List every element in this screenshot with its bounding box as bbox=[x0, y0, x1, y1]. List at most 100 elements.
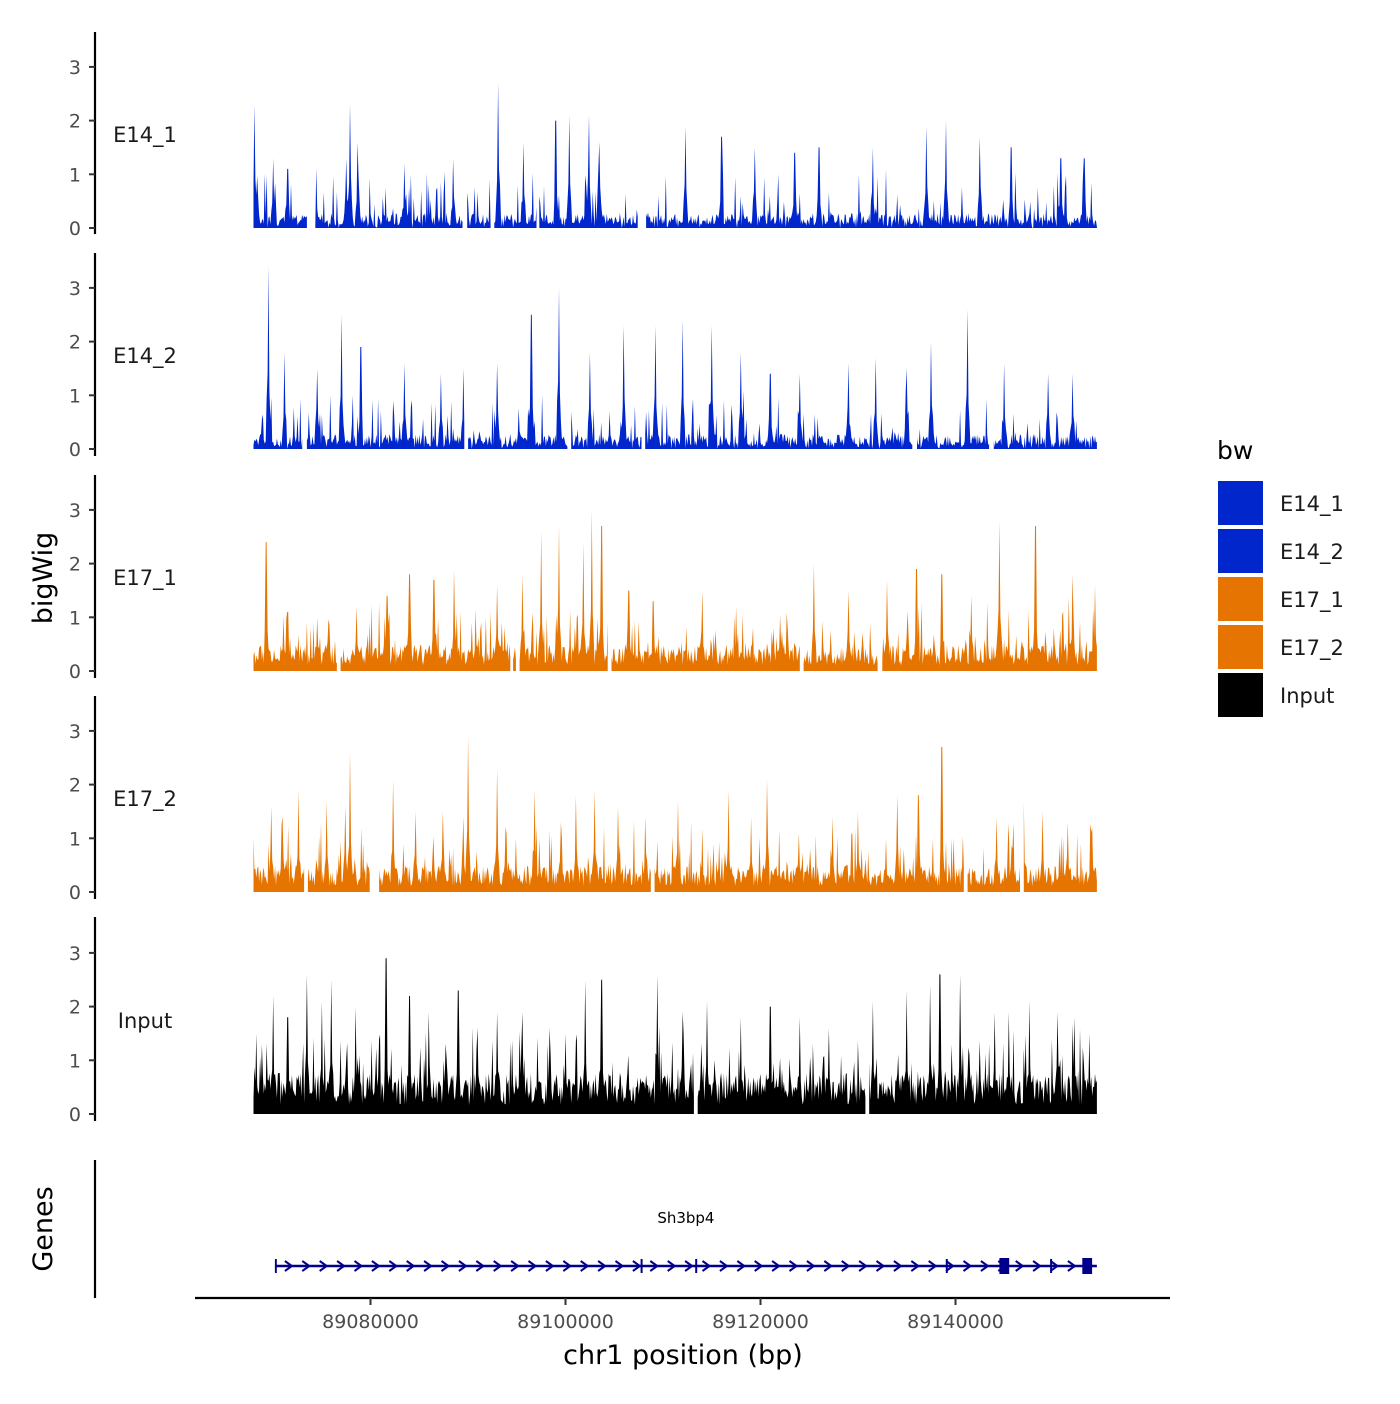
gene-exon bbox=[640, 1259, 643, 1273]
strand-arrow bbox=[736, 1260, 747, 1272]
strand-arrow bbox=[649, 1260, 660, 1272]
y-tick-group: 0 1 2 3 bbox=[69, 500, 95, 683]
y-tick-group: 0 1 2 3 bbox=[69, 943, 95, 1126]
gene-model-sh3bp4 bbox=[274, 1258, 1097, 1274]
coverage-segment bbox=[917, 309, 990, 449]
coverage-segment bbox=[315, 104, 463, 228]
y-tick-label: 0 bbox=[69, 661, 81, 683]
coverage-segment bbox=[379, 736, 651, 892]
strand-arrow bbox=[388, 1260, 399, 1272]
strand-arrow bbox=[667, 1260, 677, 1272]
gene-exon bbox=[1082, 1258, 1093, 1274]
legend-title: bw bbox=[1217, 436, 1253, 465]
coverage-segment bbox=[645, 320, 913, 449]
strand-arrow bbox=[841, 1260, 851, 1272]
strand-arrow bbox=[910, 1260, 921, 1272]
gene-exon bbox=[695, 1259, 698, 1273]
strand-arrow bbox=[580, 1260, 590, 1272]
coverage-area-e17-2 bbox=[253, 736, 1097, 892]
strand-arrow bbox=[545, 1260, 555, 1272]
y-tick-label: 3 bbox=[69, 721, 81, 743]
coverage-segment bbox=[253, 104, 307, 228]
strand-arrow bbox=[1015, 1260, 1025, 1272]
y-tick-label: 1 bbox=[69, 607, 81, 629]
coverage-segment bbox=[468, 287, 568, 449]
gene-exon bbox=[1050, 1259, 1053, 1273]
y-tick-label: 3 bbox=[69, 57, 81, 79]
coverage-segment bbox=[253, 790, 305, 892]
strand-arrow bbox=[962, 1260, 973, 1272]
legend-label: E14_2 bbox=[1280, 540, 1344, 565]
legend-label: E17_1 bbox=[1280, 588, 1344, 613]
strand-arrow bbox=[510, 1260, 520, 1272]
strand-arrow bbox=[597, 1260, 607, 1272]
strand-arrow bbox=[858, 1260, 868, 1272]
coverage-segment bbox=[646, 120, 1097, 228]
track-label-e17-1: E17_1 bbox=[113, 566, 177, 591]
strand-arrow bbox=[928, 1260, 938, 1272]
legend-swatch bbox=[1218, 529, 1263, 573]
strand-arrow bbox=[353, 1260, 364, 1272]
coverage-segment bbox=[467, 179, 491, 228]
strand-arrow bbox=[893, 1260, 903, 1272]
strand-arrow bbox=[475, 1260, 486, 1272]
strand-arrow bbox=[458, 1260, 468, 1272]
strand-arrow bbox=[1049, 1260, 1060, 1272]
coverage-segment bbox=[803, 563, 878, 671]
genes-axis-title: Genes bbox=[28, 1186, 59, 1271]
coverage-segment bbox=[869, 974, 1097, 1114]
y-tick-label: 0 bbox=[69, 882, 81, 904]
track-label-e14-2: E14_2 bbox=[113, 344, 177, 369]
track-label-e17-2: E17_2 bbox=[113, 787, 177, 812]
strand-arrow bbox=[614, 1260, 625, 1272]
y-tick-label: 3 bbox=[69, 278, 81, 300]
coverage-segment bbox=[539, 115, 638, 228]
legend-swatch bbox=[1218, 577, 1263, 621]
x-tick-group: 89080000 89100000 89120000 89140000 bbox=[322, 1298, 1004, 1333]
coverage-segment bbox=[253, 266, 303, 449]
coverage-segment bbox=[513, 647, 516, 671]
track-panel-input: 0 1 2 3 Input bbox=[69, 917, 1097, 1126]
strand-arrow bbox=[771, 1260, 781, 1272]
strand-arrow bbox=[788, 1260, 799, 1272]
strand-arrow bbox=[806, 1260, 816, 1272]
strand-arrow bbox=[440, 1260, 451, 1272]
legend-label: E17_2 bbox=[1280, 636, 1344, 661]
legend-label: Input bbox=[1280, 684, 1334, 708]
gene-label-sh3bp4: Sh3bp4 bbox=[657, 1209, 714, 1227]
track-panel-e14-1: 0 1 2 3 E14_1 bbox=[69, 32, 1097, 240]
coverage-segment bbox=[882, 520, 1097, 671]
y-tick-group: 0 1 2 3 bbox=[69, 57, 95, 240]
y-tick-label: 2 bbox=[69, 332, 81, 354]
coverage-segment bbox=[993, 363, 1097, 449]
y-tick-label: 1 bbox=[69, 828, 81, 850]
y-tick-label: 1 bbox=[69, 1050, 81, 1072]
strand-arrow bbox=[301, 1260, 312, 1272]
strand-arrow bbox=[980, 1260, 990, 1272]
strand-arrow bbox=[423, 1260, 433, 1272]
coverage-segment bbox=[1023, 800, 1097, 892]
coverage-segment bbox=[519, 509, 608, 671]
strand-arrow bbox=[632, 1260, 642, 1272]
y-tick-label: 0 bbox=[69, 218, 81, 240]
y-tick-label: 3 bbox=[69, 943, 81, 965]
coverage-area-input bbox=[253, 958, 1097, 1114]
legend-items: E14_1 E14_2 E17_1 E17_2 Input bbox=[1218, 481, 1344, 717]
legend: bw E14_1 E14_2 E17_1 E17_2 Input bbox=[1217, 436, 1344, 717]
coverage-segment bbox=[307, 752, 370, 892]
coverage-segment bbox=[340, 569, 511, 671]
strand-arrow bbox=[1067, 1260, 1077, 1272]
strand-arrow bbox=[527, 1260, 538, 1272]
strand-arrow bbox=[284, 1260, 294, 1272]
y-tick-label: 0 bbox=[69, 439, 81, 461]
strand-arrow bbox=[406, 1260, 416, 1272]
y-tick-label: 1 bbox=[69, 385, 81, 407]
coverage-segment bbox=[654, 747, 964, 892]
coverage-segment bbox=[306, 314, 465, 449]
strand-arrow bbox=[684, 1260, 694, 1272]
y-tick-group: 0 1 2 3 bbox=[69, 278, 95, 461]
x-axis: 89080000 89100000 89120000 89140000 chr1 po… bbox=[195, 1296, 1170, 1371]
gene-exon bbox=[945, 1259, 948, 1273]
